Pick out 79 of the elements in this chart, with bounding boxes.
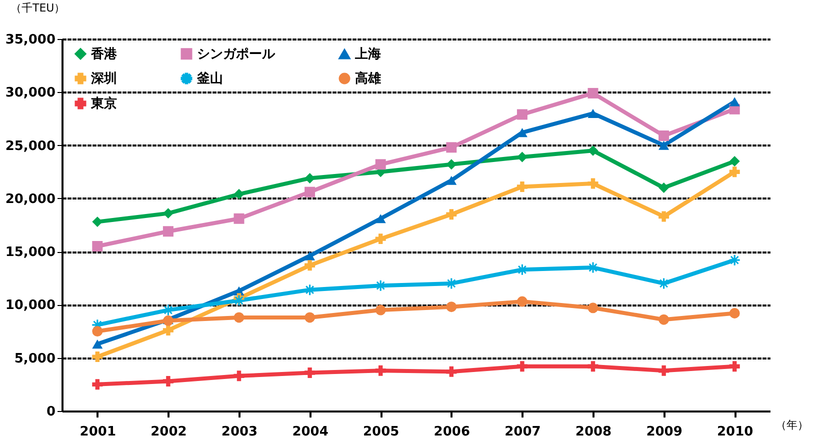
point xyxy=(729,361,740,372)
y-tick-label: 30,000 xyxy=(5,86,56,101)
y-tick-label: 0 xyxy=(46,404,56,420)
point xyxy=(446,142,457,153)
y-tick-label: 25,000 xyxy=(5,138,56,154)
point xyxy=(375,365,386,376)
point xyxy=(446,209,457,220)
x-tick-label: 2010 xyxy=(717,424,754,440)
point xyxy=(446,176,457,185)
x-tick-label: 2009 xyxy=(646,424,682,440)
point xyxy=(375,214,386,224)
point xyxy=(234,188,244,200)
point xyxy=(446,366,457,377)
legend-label: 釜山 xyxy=(196,72,223,86)
point xyxy=(375,234,386,244)
x-tick-label: 2002 xyxy=(150,424,187,440)
point xyxy=(588,361,598,372)
point xyxy=(234,213,244,224)
point xyxy=(304,367,316,378)
point xyxy=(162,226,174,237)
y-tick-label: 10,000 xyxy=(5,298,56,314)
legend-label: 上海 xyxy=(354,47,381,62)
point xyxy=(588,145,598,156)
legend-label: 高雄 xyxy=(355,70,381,86)
point xyxy=(658,130,670,141)
point xyxy=(729,308,740,318)
point xyxy=(516,181,528,192)
point xyxy=(516,109,528,120)
point xyxy=(588,108,598,118)
y-tick-label: 5,000 xyxy=(14,351,56,366)
x-tick-label: 2008 xyxy=(575,424,612,440)
point xyxy=(588,88,598,98)
point xyxy=(304,172,316,184)
y-tick-label: 35,000 xyxy=(5,32,56,48)
x-axis-title: （年） xyxy=(776,418,808,432)
legend-label: 深圳 xyxy=(90,72,117,86)
point xyxy=(658,365,670,376)
legend-label: 東京 xyxy=(90,96,117,112)
point xyxy=(658,182,670,194)
point xyxy=(375,159,386,170)
legend-label: 香港 xyxy=(90,46,118,62)
point xyxy=(375,304,386,316)
point xyxy=(658,314,670,325)
point xyxy=(162,324,174,336)
point xyxy=(658,140,670,150)
point xyxy=(92,241,103,252)
x-tick-label: 2007 xyxy=(504,424,541,440)
x-tick-label: 2001 xyxy=(80,424,116,440)
point xyxy=(729,97,740,106)
point xyxy=(92,216,103,228)
point xyxy=(446,302,457,312)
point xyxy=(304,312,316,323)
x-tick-label: 2006 xyxy=(434,424,470,440)
point xyxy=(92,326,103,337)
point xyxy=(516,296,528,307)
point xyxy=(162,208,174,219)
y-tick-label: 15,000 xyxy=(5,245,56,260)
y-tick-label: 20,000 xyxy=(5,192,56,207)
x-tick-label: 2005 xyxy=(363,424,400,440)
point xyxy=(729,166,740,178)
point xyxy=(658,211,670,222)
point xyxy=(92,352,103,362)
x-tick-label: 2003 xyxy=(221,424,258,440)
legend-label: シンガポール xyxy=(197,46,276,62)
point xyxy=(729,156,740,166)
x-tick-label: 2004 xyxy=(292,424,328,440)
point xyxy=(588,302,598,314)
point xyxy=(304,251,316,260)
point xyxy=(588,178,598,189)
point xyxy=(304,260,316,271)
point xyxy=(92,379,103,390)
point xyxy=(234,370,244,382)
point xyxy=(92,340,103,349)
y-axis-title: （千TEU） xyxy=(10,2,66,14)
point xyxy=(162,376,174,386)
point xyxy=(234,312,244,323)
point xyxy=(304,186,316,198)
point xyxy=(516,361,528,372)
point xyxy=(588,262,598,273)
